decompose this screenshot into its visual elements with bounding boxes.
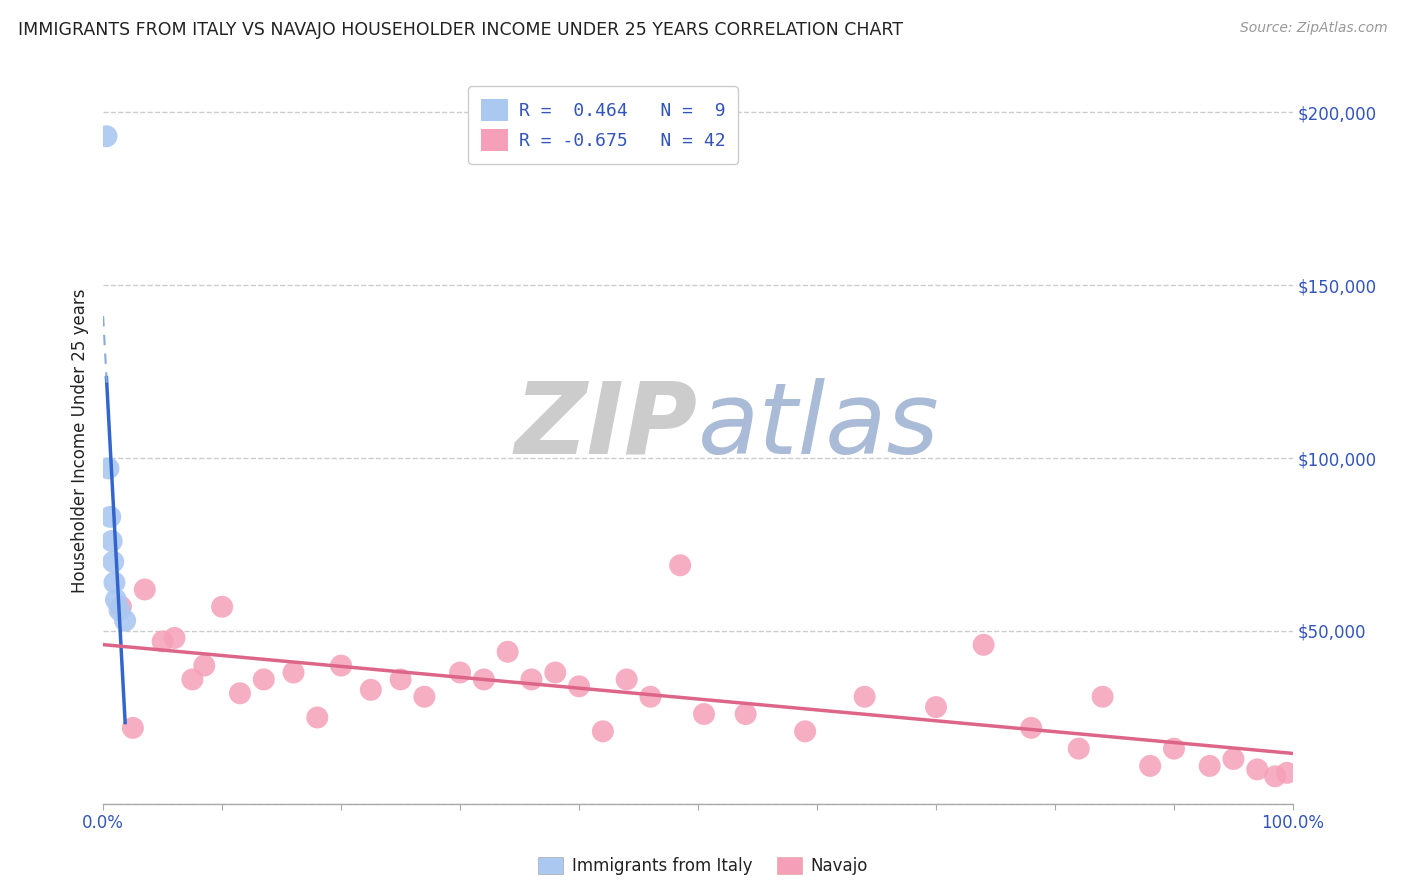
Point bbox=[103, 575, 125, 590]
Point bbox=[360, 682, 382, 697]
Legend: R =  0.464   N =  9, R = -0.675   N = 42: R = 0.464 N = 9, R = -0.675 N = 42 bbox=[468, 87, 738, 164]
Point bbox=[1264, 769, 1286, 783]
Point bbox=[193, 658, 215, 673]
Point bbox=[1019, 721, 1042, 735]
Point bbox=[1067, 741, 1090, 756]
Point bbox=[100, 534, 122, 549]
Point bbox=[496, 645, 519, 659]
Point bbox=[925, 700, 948, 714]
Point bbox=[616, 673, 638, 687]
Point bbox=[152, 634, 174, 648]
Point bbox=[134, 582, 156, 597]
Y-axis label: Householder Income Under 25 years: Householder Income Under 25 years bbox=[72, 288, 89, 593]
Point bbox=[103, 555, 125, 569]
Point bbox=[163, 631, 186, 645]
Point bbox=[794, 724, 817, 739]
Point bbox=[283, 665, 305, 680]
Point bbox=[544, 665, 567, 680]
Point bbox=[1091, 690, 1114, 704]
Point bbox=[98, 509, 121, 524]
Point bbox=[1222, 752, 1244, 766]
Point bbox=[734, 706, 756, 721]
Text: IMMIGRANTS FROM ITALY VS NAVAJO HOUSEHOLDER INCOME UNDER 25 YEARS CORRELATION CH: IMMIGRANTS FROM ITALY VS NAVAJO HOUSEHOL… bbox=[18, 21, 903, 39]
Point bbox=[853, 690, 876, 704]
Point bbox=[307, 710, 329, 724]
Point bbox=[104, 592, 127, 607]
Text: atlas: atlas bbox=[697, 377, 939, 475]
Point bbox=[181, 673, 204, 687]
Text: ZIP: ZIP bbox=[515, 377, 697, 475]
Point bbox=[592, 724, 614, 739]
Point bbox=[973, 638, 995, 652]
Point bbox=[108, 603, 131, 617]
Point bbox=[1246, 763, 1268, 777]
Point bbox=[669, 558, 692, 573]
Point bbox=[389, 673, 412, 687]
Point bbox=[413, 690, 436, 704]
Point bbox=[96, 129, 118, 144]
Point bbox=[229, 686, 252, 700]
Point bbox=[110, 599, 132, 614]
Point bbox=[520, 673, 543, 687]
Point bbox=[1163, 741, 1185, 756]
Point bbox=[693, 706, 716, 721]
Text: Source: ZipAtlas.com: Source: ZipAtlas.com bbox=[1240, 21, 1388, 36]
Point bbox=[330, 658, 353, 673]
Point bbox=[122, 721, 145, 735]
Point bbox=[472, 673, 495, 687]
Point bbox=[449, 665, 471, 680]
Legend: Immigrants from Italy, Navajo: Immigrants from Italy, Navajo bbox=[530, 849, 876, 884]
Point bbox=[1198, 759, 1220, 773]
Point bbox=[114, 614, 136, 628]
Point bbox=[97, 461, 120, 475]
Point bbox=[640, 690, 662, 704]
Point bbox=[253, 673, 276, 687]
Point bbox=[1275, 765, 1298, 780]
Point bbox=[211, 599, 233, 614]
Point bbox=[568, 679, 591, 693]
Point bbox=[1139, 759, 1161, 773]
